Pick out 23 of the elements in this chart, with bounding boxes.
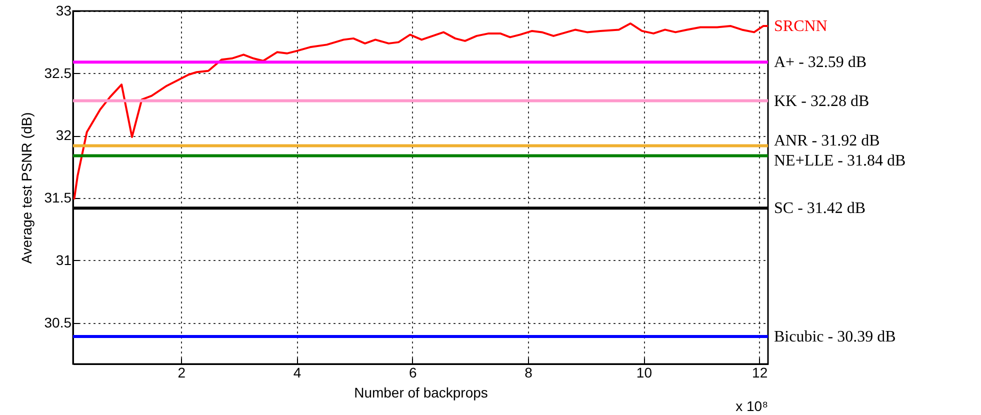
y-axis-title: Average test PSNR (dB) (18, 112, 34, 264)
y-tick-label: 31 (56, 252, 72, 268)
y-tick-label: 31.5 (44, 190, 72, 206)
y-tick-label: 33 (56, 2, 72, 18)
x-tick-label: 12 (752, 364, 768, 380)
ref-line-label: Bicubic - 30.39 dB (774, 328, 896, 346)
y-tick-label: 32 (56, 127, 72, 144)
ref-line-label: KK - 32.28 dB (774, 92, 870, 110)
ref-line-label: A+ - 32.59 dB (774, 54, 867, 72)
x-tick-label: 4 (293, 364, 302, 380)
text: x 10⁸ (736, 398, 768, 414)
ref-line-label: ANR - 31.92 dB (774, 132, 880, 150)
series-label: SRCNN (774, 18, 828, 35)
x-tick-label: 8 (524, 364, 533, 380)
y-tick-label: 30.5 (44, 314, 72, 330)
ref-line-label: SC - 31.42 dB (774, 200, 866, 218)
x-axis-title: Number of backprops (354, 384, 488, 400)
line-series (73, 22, 768, 200)
x-tick-label: 10 (636, 364, 652, 380)
x-tick-label: 2 (178, 364, 186, 380)
ref-line-label: NE+LLE - 31.84 dB (774, 152, 906, 170)
x-tick-label: 6 (409, 364, 418, 380)
y-tick-label: 32.5 (44, 64, 72, 81)
